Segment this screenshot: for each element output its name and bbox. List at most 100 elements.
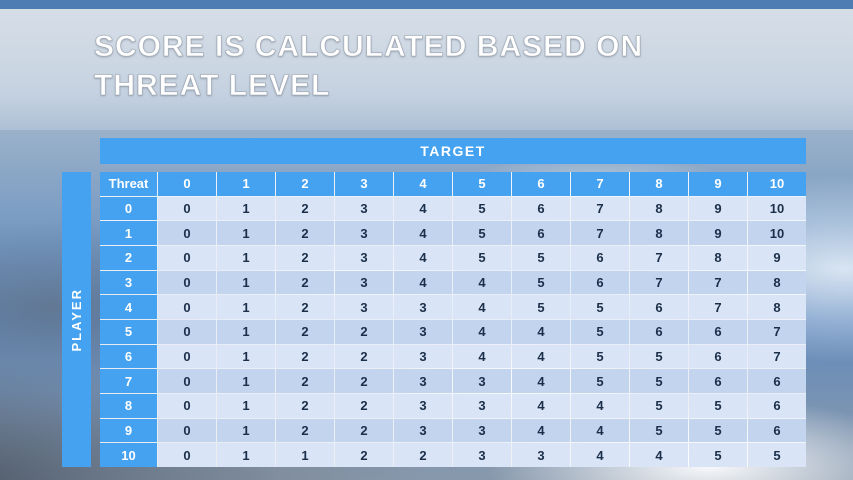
score-cell: 0 [158,418,216,443]
threat-row-header: 10 [100,443,157,467]
score-cell: 2 [276,270,334,295]
score-cell: 4 [394,245,452,270]
score-cell: 4 [512,319,570,344]
score-cell: 8 [630,221,688,245]
score-cell: 1 [217,270,275,295]
score-cell: 0 [158,369,216,393]
threat-row-header: 1 [100,221,157,245]
score-cell: 3 [512,443,570,467]
score-cell: 0 [158,344,216,369]
score-cell: 5 [512,270,570,295]
score-cell: 5 [453,245,511,270]
threat-row-header: 9 [100,418,157,443]
score-cell: 1 [217,245,275,270]
score-cell: 1 [217,443,275,467]
score-cell: 3 [335,196,393,221]
score-cell: 8 [630,196,688,221]
score-cell: 1 [217,369,275,393]
score-cell: 5 [453,196,511,221]
score-cell: 5 [630,369,688,393]
target-column-header: 5 [453,172,511,196]
score-cell: 6 [748,418,806,443]
score-cell: 10 [748,196,806,221]
target-column-header: 0 [158,172,216,196]
score-cell: 0 [158,245,216,270]
score-cell: 4 [453,319,511,344]
score-cell: 4 [394,221,452,245]
score-cell: 4 [571,443,629,467]
score-cell: 5 [571,319,629,344]
score-cell: 4 [512,344,570,369]
score-cell: 9 [689,196,747,221]
score-cell: 7 [630,245,688,270]
score-cell: 3 [394,418,452,443]
score-cell: 9 [748,245,806,270]
score-cell: 4 [571,418,629,443]
score-cell: 7 [571,221,629,245]
score-cell: 2 [276,319,334,344]
score-cell: 3 [394,295,452,319]
score-cell: 4 [394,270,452,295]
score-cell: 5 [630,418,688,443]
score-cell: 4 [453,344,511,369]
score-cell: 6 [689,319,747,344]
threat-row-header: 2 [100,245,157,270]
slide-title: SCORE IS CALCULATED BASED ON THREAT LEVE… [94,27,794,105]
score-cell: 5 [689,393,747,418]
score-cell: 2 [276,418,334,443]
score-cell: 5 [453,221,511,245]
score-cell: 1 [217,196,275,221]
score-cell: 2 [276,295,334,319]
score-cell: 3 [335,295,393,319]
score-cell: 6 [571,270,629,295]
target-column-header: 1 [217,172,275,196]
player-label: PLAYER [69,287,84,352]
score-cell: 2 [335,418,393,443]
score-cell: 4 [512,418,570,443]
threat-row-header: 3 [100,270,157,295]
score-cell: 5 [571,369,629,393]
score-cell: 7 [571,196,629,221]
score-cell: 6 [689,369,747,393]
score-cell: 3 [453,393,511,418]
score-cell: 6 [689,344,747,369]
score-cell: 2 [276,393,334,418]
target-column-header: 4 [394,172,452,196]
threat-row-header: 7 [100,369,157,393]
score-cell: 2 [335,369,393,393]
score-cell: 3 [335,245,393,270]
target-column-header: 3 [335,172,393,196]
score-cell: 3 [453,418,511,443]
score-cell: 7 [630,270,688,295]
threat-row-header: 8 [100,393,157,418]
score-cell: 5 [748,443,806,467]
target-column-header: 2 [276,172,334,196]
score-cell: 5 [689,443,747,467]
score-cell: 5 [512,245,570,270]
score-cell: 3 [394,319,452,344]
threat-row-header: 5 [100,319,157,344]
score-cell: 2 [335,393,393,418]
score-cell: 2 [276,196,334,221]
target-column-header: 9 [689,172,747,196]
table-corner-threat-label: Threat [100,172,157,196]
score-cell: 5 [512,295,570,319]
score-cell: 1 [217,393,275,418]
score-cell: 7 [689,270,747,295]
top-accent-strip [0,0,853,9]
title-haze-band [0,9,853,130]
score-cell: 3 [394,369,452,393]
score-cell: 6 [630,295,688,319]
score-cell: 4 [512,369,570,393]
score-cell: 4 [512,393,570,418]
score-cell: 2 [335,443,393,467]
score-cell: 1 [217,344,275,369]
score-cell: 6 [571,245,629,270]
threat-row-header: 6 [100,344,157,369]
score-cell: 1 [217,418,275,443]
score-cell: 3 [394,344,452,369]
score-cell: 3 [335,270,393,295]
threat-row-header: 0 [100,196,157,221]
score-cell: 4 [571,393,629,418]
